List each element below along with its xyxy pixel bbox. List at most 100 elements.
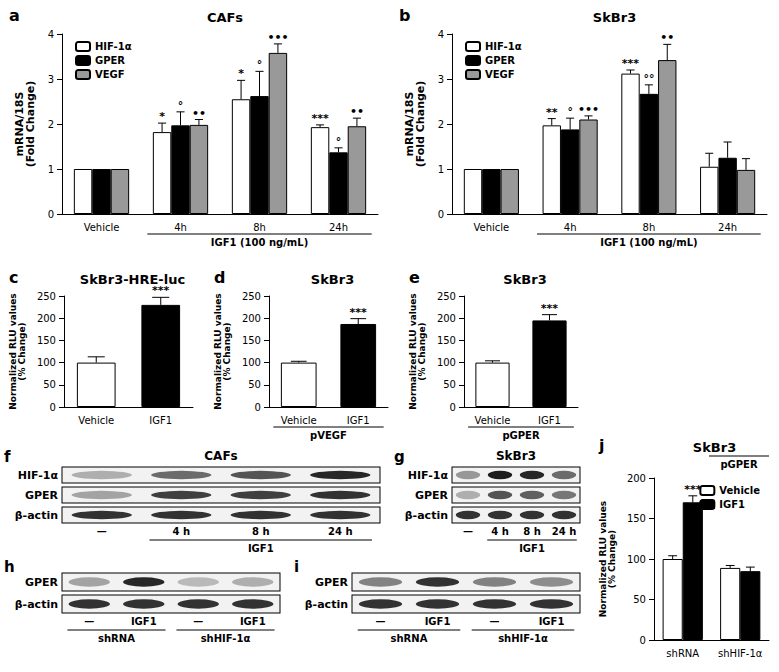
svg-text:β-actin: β-actin (405, 509, 448, 522)
svg-text:°: ° (336, 135, 342, 148)
svg-text:(Fold Change): (Fold Change) (24, 81, 37, 168)
svg-text:—: — (376, 616, 386, 627)
svg-text:24h: 24h (718, 222, 737, 233)
svg-text:200: 200 (37, 313, 56, 324)
svg-text:pGPER: pGPER (502, 430, 540, 441)
svg-text:°°: °° (643, 72, 654, 85)
svg-text:d: d (214, 268, 225, 287)
svg-text:100: 100 (37, 357, 56, 368)
svg-text:200: 200 (242, 313, 261, 324)
svg-text:150: 150 (437, 335, 456, 346)
svg-text:HIF-1α: HIF-1α (485, 41, 522, 52)
svg-text:SkBr3: SkBr3 (496, 449, 536, 463)
svg-text:IGF1: IGF1 (425, 616, 451, 627)
svg-text:IGF1: IGF1 (519, 543, 545, 554)
svg-text:β-actin: β-actin (305, 598, 348, 611)
svg-text:Vehicle: Vehicle (281, 415, 317, 426)
svg-text:°: ° (178, 99, 184, 112)
svg-text:GPER: GPER (25, 576, 59, 589)
svg-text:200: 200 (437, 313, 456, 324)
svg-text:250: 250 (242, 291, 261, 302)
svg-text:(% Change): (% Change) (222, 322, 232, 380)
svg-text:SkBr3: SkBr3 (503, 272, 546, 287)
svg-text:SkBr3: SkBr3 (593, 10, 636, 25)
svg-text:HIF-1α: HIF-1α (95, 41, 132, 52)
svg-text:150: 150 (242, 335, 261, 346)
svg-text:150: 150 (37, 335, 56, 346)
svg-text:(Fold Change): (Fold Change) (414, 81, 427, 168)
svg-text:4 h: 4 h (172, 526, 190, 537)
svg-text:4h: 4h (564, 222, 577, 233)
svg-text:pGPER: pGPER (720, 459, 758, 470)
svg-text:4h: 4h (174, 222, 187, 233)
svg-text:4: 4 (438, 29, 444, 40)
svg-text:***: *** (350, 306, 368, 319)
svg-text:0: 0 (255, 402, 261, 413)
svg-text:***: *** (622, 57, 640, 70)
svg-text:β-actin: β-actin (15, 509, 58, 522)
svg-text:100: 100 (627, 554, 646, 565)
svg-text:—: — (463, 526, 473, 537)
svg-text:SkBr3-HRE-luc: SkBr3-HRE-luc (80, 272, 185, 287)
svg-text:IGF1: IGF1 (347, 415, 370, 426)
svg-text:Vehicle: Vehicle (84, 222, 120, 233)
svg-text:shRNA: shRNA (391, 633, 428, 644)
svg-text:Vehicle: Vehicle (475, 415, 511, 426)
svg-text:IGF1: IGF1 (131, 616, 157, 627)
svg-text:0: 0 (450, 402, 456, 413)
svg-text:0: 0 (50, 402, 56, 413)
svg-text:50: 50 (43, 379, 56, 390)
svg-text:j: j (598, 436, 604, 455)
svg-text:IGF1: IGF1 (538, 415, 561, 426)
svg-text:4 h: 4 h (491, 526, 509, 537)
svg-text:8h: 8h (253, 222, 266, 233)
svg-text:shRNA: shRNA (98, 633, 135, 644)
svg-text:3: 3 (438, 74, 444, 85)
svg-text:IGF1: IGF1 (240, 616, 266, 627)
svg-text:GPER: GPER (315, 576, 349, 589)
svg-text:HIF-1α: HIF-1α (18, 469, 59, 482)
svg-text:24h: 24h (329, 222, 348, 233)
svg-text:—: — (84, 616, 94, 627)
svg-text:***: *** (541, 302, 559, 315)
svg-text:8 h: 8 h (252, 526, 270, 537)
svg-text:8 h: 8 h (523, 526, 541, 537)
svg-text:shRNA: shRNA (666, 648, 699, 659)
svg-text:c: c (9, 268, 18, 287)
svg-text:IGF1: IGF1 (149, 415, 172, 426)
svg-text:••: •• (350, 105, 364, 118)
svg-text:°: ° (567, 105, 573, 118)
svg-text:150: 150 (627, 513, 646, 524)
svg-text:a: a (9, 6, 20, 25)
svg-text:100: 100 (242, 357, 261, 368)
svg-text:***: *** (311, 112, 329, 125)
svg-text:Vehicle: Vehicle (473, 222, 509, 233)
svg-text:b: b (399, 6, 410, 25)
svg-text:*: * (159, 110, 165, 123)
svg-text:(% Change): (% Change) (417, 322, 427, 380)
svg-text:CAFs: CAFs (204, 449, 237, 463)
svg-text:HIF-1α: HIF-1α (408, 469, 449, 482)
svg-text:pVEGF: pVEGF (310, 430, 347, 441)
svg-text:CAFs: CAFs (207, 10, 243, 25)
svg-text:—: — (193, 616, 203, 627)
svg-text:GPER: GPER (95, 55, 125, 66)
svg-text:GPER: GPER (25, 489, 59, 502)
svg-text:2: 2 (48, 119, 54, 130)
svg-text:e: e (409, 268, 420, 287)
svg-text:0: 0 (48, 209, 54, 220)
svg-text:SkBr3: SkBr3 (311, 272, 354, 287)
svg-text:IGF1 (100 ng/mL): IGF1 (100 ng/mL) (600, 237, 697, 248)
svg-text:°: ° (257, 58, 263, 71)
svg-text:0: 0 (438, 209, 444, 220)
svg-text:h: h (4, 558, 15, 576)
svg-text:50: 50 (633, 594, 646, 605)
svg-text:•••: ••• (267, 31, 288, 44)
svg-text:24 h: 24 h (328, 526, 353, 537)
svg-text:200: 200 (627, 473, 646, 484)
svg-text:50: 50 (443, 379, 456, 390)
svg-text:••: •• (660, 31, 674, 44)
svg-text:g: g (394, 448, 405, 466)
svg-text:100: 100 (437, 357, 456, 368)
svg-text:IGF1 (100 ng/mL): IGF1 (100 ng/mL) (211, 237, 308, 248)
